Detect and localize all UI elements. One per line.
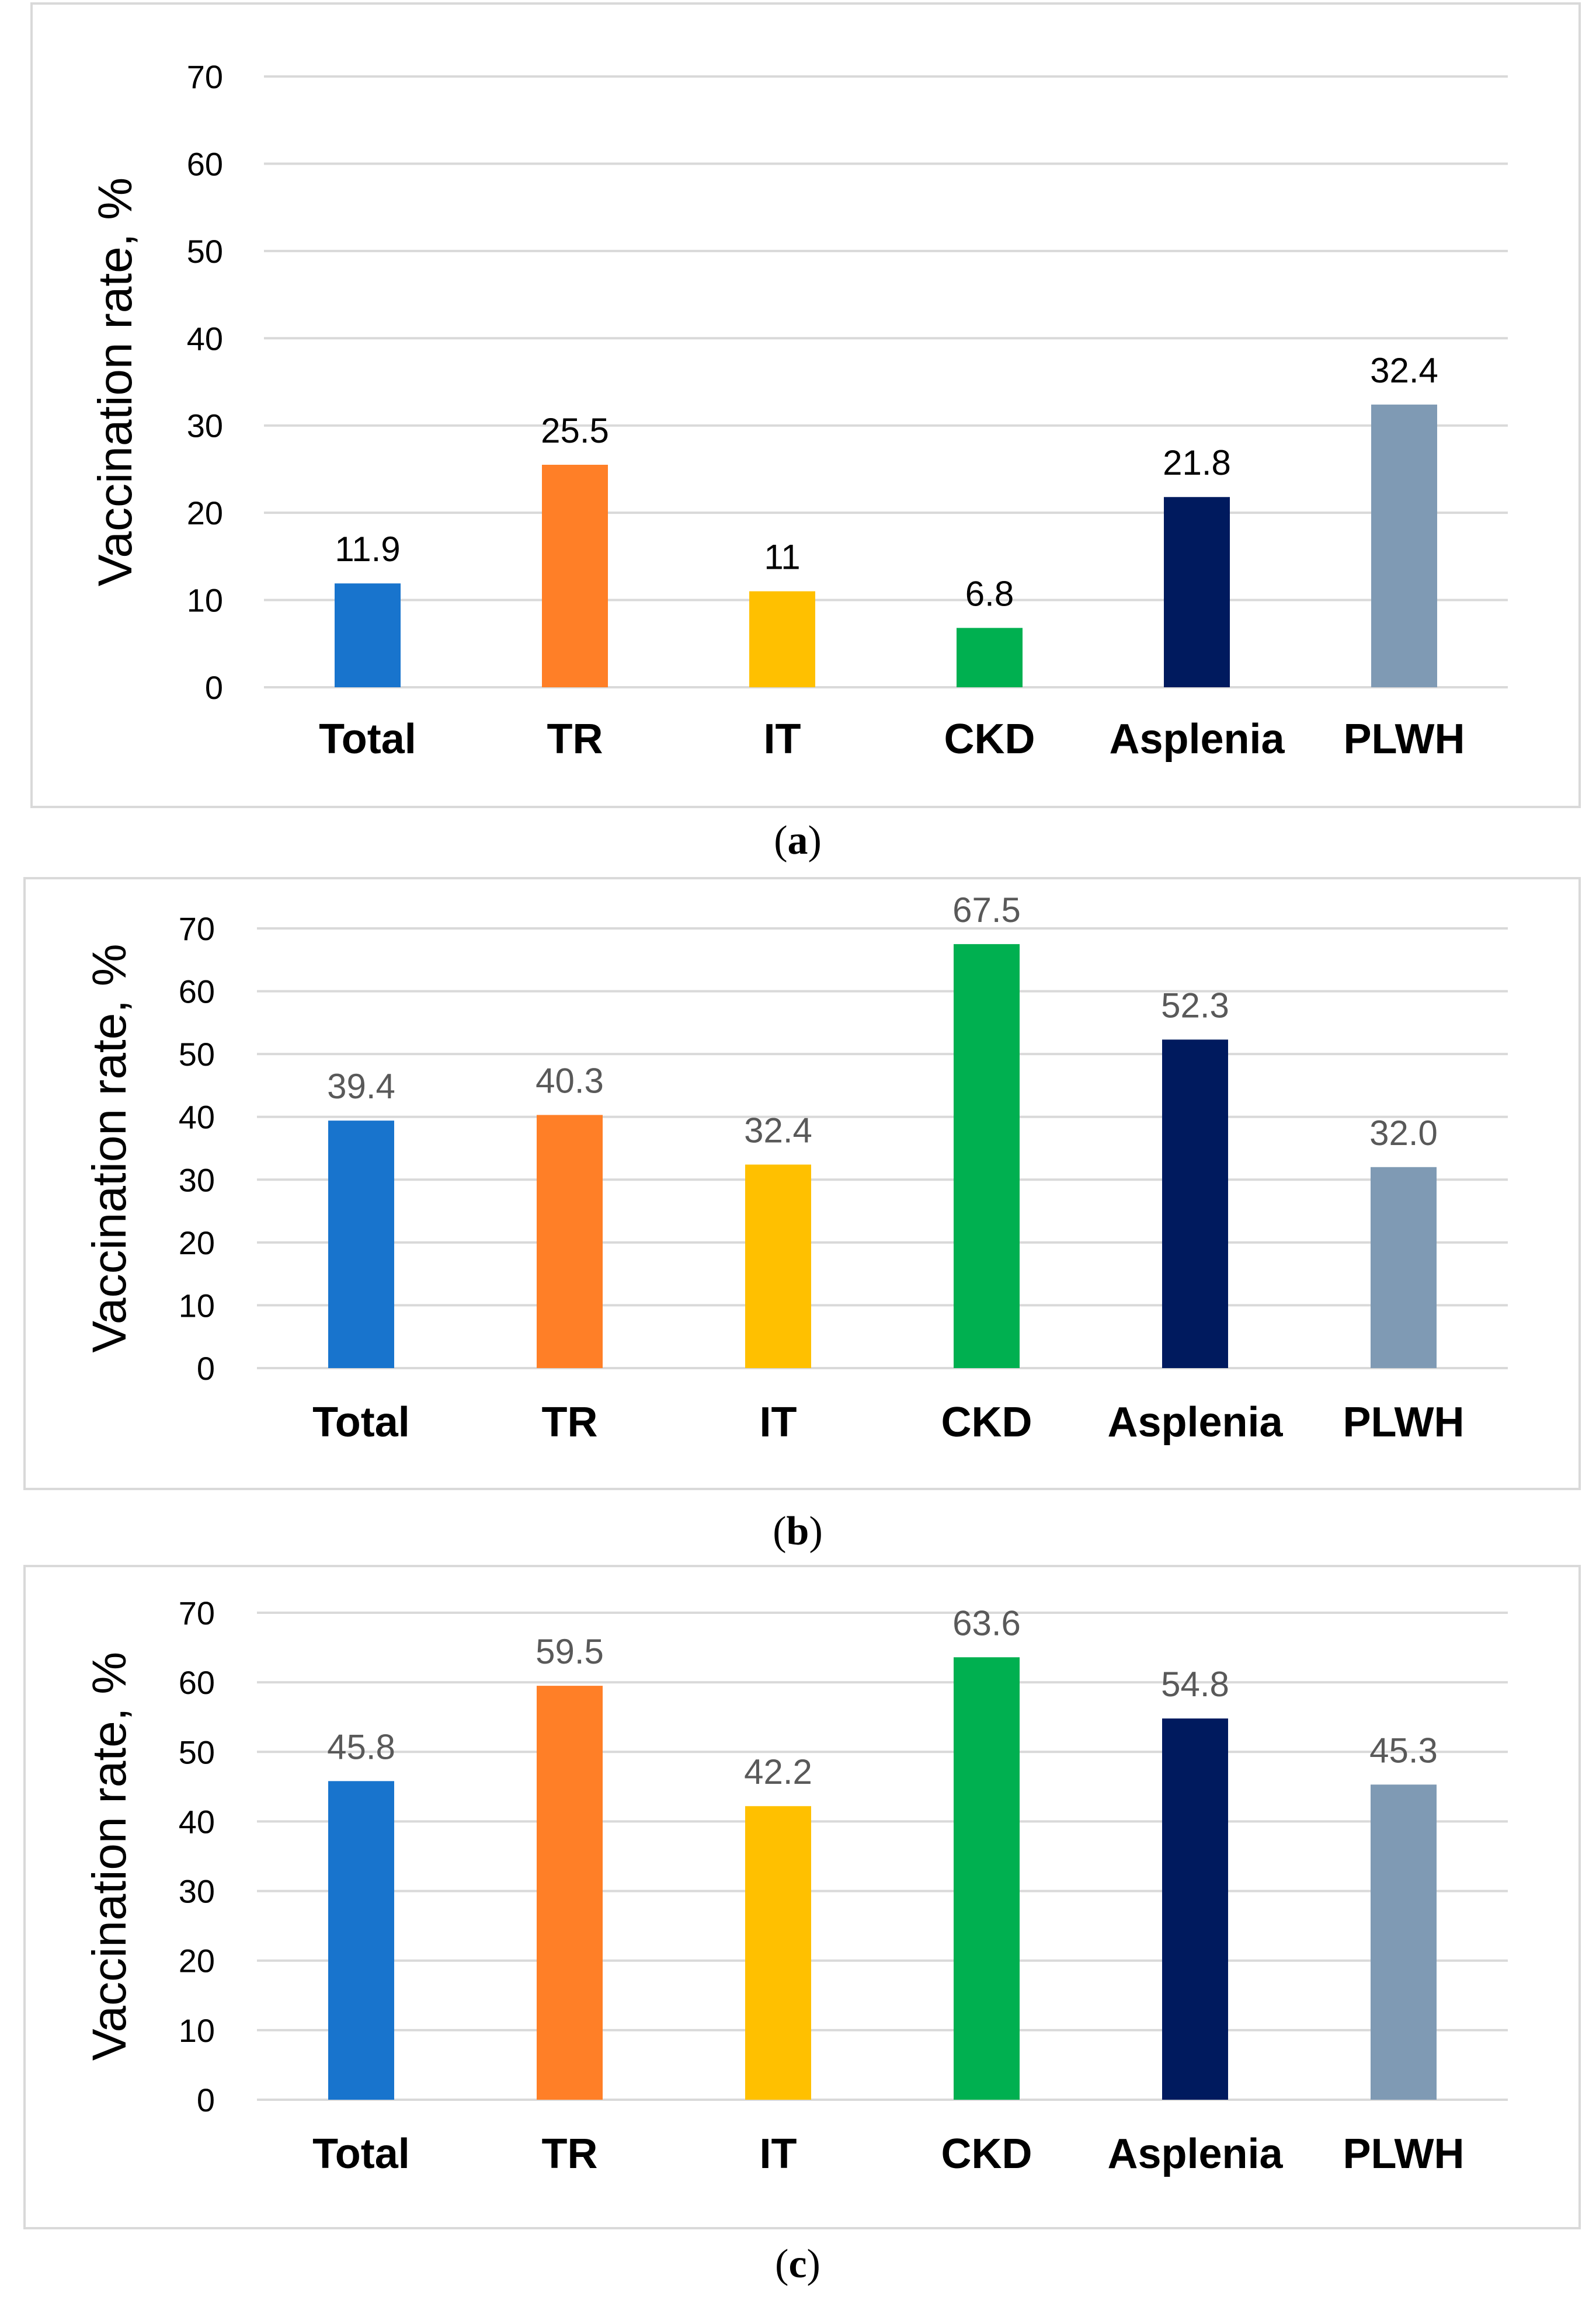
- y-tick-label-a-20: 20: [187, 495, 223, 531]
- bar-a-ckd: [957, 628, 1023, 687]
- y-tick-label-a-10: 10: [187, 582, 223, 619]
- data-label-a-ckd: 6.8: [965, 574, 1014, 613]
- y-tick-label-a-70: 70: [187, 58, 223, 95]
- bar-a-total: [335, 583, 401, 687]
- bar-a-tr: [542, 464, 608, 687]
- category-label-a-it: IT: [764, 716, 801, 763]
- bar-a-it: [749, 591, 815, 687]
- panel-c-frame: [23, 1565, 1581, 2229]
- category-label-a-asplenia: Asplenia: [1109, 716, 1285, 763]
- y-tick-label-a-50: 50: [187, 233, 223, 270]
- data-label-a-it: 11: [764, 538, 800, 577]
- caption-a-letter: a: [787, 818, 808, 863]
- bar-a-asplenia: [1164, 497, 1230, 687]
- y-axis-label-a: Vaccination rate, %: [89, 178, 142, 586]
- category-label-a-plwh: PLWH: [1344, 716, 1465, 763]
- panel-b-frame: [23, 877, 1581, 1490]
- y-tick-label-a-60: 60: [187, 145, 223, 182]
- y-tick-label-a-0: 0: [205, 669, 223, 706]
- caption-b-letter: b: [786, 1509, 809, 1554]
- bar-a-plwh: [1371, 404, 1437, 687]
- category-label-a-tr: TR: [547, 716, 603, 763]
- y-tick-label-a-40: 40: [187, 320, 223, 357]
- caption-c: (c): [775, 2242, 820, 2287]
- category-label-a-ckd: CKD: [944, 716, 1035, 763]
- data-label-a-tr: 25.5: [541, 411, 609, 450]
- data-label-a-plwh: 32.4: [1370, 351, 1438, 390]
- data-label-a-total: 11.9: [335, 530, 400, 569]
- caption-b: (b): [773, 1509, 823, 1554]
- caption-a: (a): [774, 818, 822, 863]
- y-tick-label-a-30: 30: [187, 408, 223, 444]
- category-label-a-total: Total: [319, 716, 416, 763]
- caption-c-letter: c: [788, 2242, 807, 2287]
- data-label-a-asplenia: 21.8: [1163, 443, 1231, 482]
